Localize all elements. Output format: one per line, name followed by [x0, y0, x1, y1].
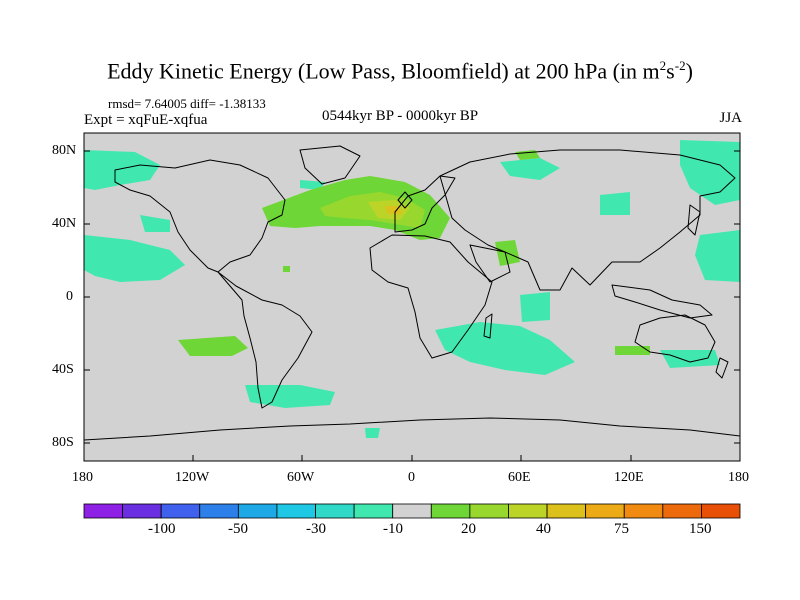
lon-label-0: 0	[408, 470, 415, 485]
colorbar-label: 20	[461, 521, 476, 537]
map-background	[84, 133, 740, 461]
colorbar-label: -50	[228, 521, 248, 537]
colorbar-swatch	[469, 503, 509, 519]
colorbar-swatch	[585, 503, 625, 519]
colorbar-swatch	[276, 503, 316, 519]
colorbar-label: -10	[383, 521, 403, 537]
plot-title: Eddy Kinetic Energy (Low Pass, Bloomfiel…	[107, 58, 693, 84]
experiment-label: Expt = xqFuE-xqfua	[84, 112, 208, 128]
season-label: JJA	[719, 110, 742, 126]
colorbar-swatch	[662, 503, 702, 519]
lat-label-0: 0	[66, 289, 73, 304]
colorbar-label: -100	[148, 521, 176, 537]
coastlines	[84, 145, 740, 441]
colorbar-swatch	[122, 503, 162, 519]
colorbar-swatch	[430, 503, 471, 519]
colorbar-swatch	[508, 503, 548, 519]
colorbar-swatch	[392, 503, 432, 519]
colorbar-swatch	[701, 503, 741, 519]
colorbar-label: -30	[306, 521, 326, 537]
colorbar	[83, 503, 741, 519]
negative-anomaly-regions	[84, 140, 740, 438]
colorbar-swatch	[623, 503, 664, 519]
stats-text: rmsd= 7.64005 diff= -1.38133	[108, 96, 266, 111]
colorbar-label: 150	[689, 521, 712, 537]
colorbar-swatch	[315, 503, 355, 519]
lon-label-180e: 180	[728, 470, 749, 485]
colorbar-swatch	[237, 503, 278, 519]
lon-label-180w: 180	[72, 470, 93, 485]
lat-label-80n: 80N	[52, 143, 77, 158]
axis-ticks	[84, 150, 740, 461]
colorbar-label: 75	[614, 521, 629, 537]
colorbar-swatch	[83, 503, 123, 519]
lon-label-60w: 60W	[287, 470, 315, 485]
map-field	[84, 133, 740, 461]
lon-label-120w: 120W	[175, 470, 210, 485]
lon-label-60e: 60E	[508, 470, 531, 485]
colorbar-swatch	[353, 503, 394, 519]
lon-label-120e: 120E	[614, 470, 644, 485]
lat-label-40s: 40S	[52, 362, 74, 377]
period-label: 0544kyr BP - 0000kyr BP	[321, 108, 479, 124]
colorbar-label: 40	[536, 521, 551, 537]
colorbar-swatch	[160, 503, 201, 519]
lat-label-40n: 40N	[52, 216, 77, 231]
lat-label-80s: 80S	[52, 435, 74, 450]
colorbar-swatch	[546, 503, 587, 519]
colorbar-swatch	[199, 503, 239, 519]
